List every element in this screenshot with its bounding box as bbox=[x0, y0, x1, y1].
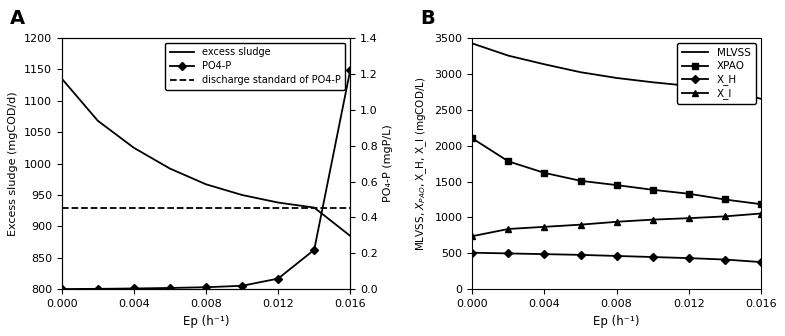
Line: XPAO: XPAO bbox=[469, 135, 765, 208]
XPAO bbox=[504, 159, 513, 163]
X_H bbox=[468, 251, 477, 255]
X_H bbox=[540, 252, 549, 256]
X_H bbox=[648, 255, 657, 259]
X_I bbox=[684, 216, 693, 220]
Y-axis label: PO₄-P (mgP/L): PO₄-P (mgP/L) bbox=[383, 125, 393, 202]
Text: A: A bbox=[9, 9, 25, 28]
Y-axis label: MLVSS, $X_{PAO}$, X_H, X_I (mgCOD/L): MLVSS, $X_{PAO}$, X_H, X_I (mgCOD/L) bbox=[414, 76, 429, 251]
X_I bbox=[648, 218, 657, 222]
XPAO bbox=[540, 171, 549, 175]
X_H bbox=[504, 251, 513, 255]
X_H bbox=[612, 254, 621, 258]
X_I bbox=[468, 234, 477, 238]
X_H bbox=[684, 256, 693, 260]
MLVSS bbox=[504, 54, 513, 58]
Line: X_I: X_I bbox=[469, 210, 765, 240]
X_H bbox=[720, 257, 729, 261]
X_I bbox=[756, 211, 765, 215]
X_I bbox=[576, 223, 586, 227]
Legend: MLVSS, XPAO, X_H, X_I: MLVSS, XPAO, X_H, X_I bbox=[677, 43, 756, 104]
X_I bbox=[504, 227, 513, 231]
Legend: excess sludge, PO4-P, discharge standard of PO4-P: excess sludge, PO4-P, discharge standard… bbox=[165, 43, 345, 90]
Text: B: B bbox=[421, 9, 435, 28]
MLVSS bbox=[468, 41, 477, 45]
X_I bbox=[720, 214, 729, 218]
X_I bbox=[612, 220, 621, 224]
X_H bbox=[756, 260, 765, 264]
X-axis label: Ep (h⁻¹): Ep (h⁻¹) bbox=[593, 315, 640, 328]
XPAO bbox=[612, 183, 621, 187]
MLVSS bbox=[648, 80, 657, 84]
MLVSS bbox=[540, 62, 549, 66]
XPAO bbox=[720, 198, 729, 202]
MLVSS bbox=[576, 70, 586, 74]
MLVSS bbox=[756, 97, 765, 101]
Line: MLVSS: MLVSS bbox=[473, 43, 761, 99]
XPAO bbox=[468, 136, 477, 140]
XPAO bbox=[756, 202, 765, 206]
XPAO bbox=[576, 179, 586, 183]
MLVSS bbox=[684, 84, 693, 88]
XPAO bbox=[648, 188, 657, 192]
MLVSS bbox=[612, 76, 621, 80]
X_I bbox=[540, 225, 549, 229]
Y-axis label: Excess sludge (mgCOD/d): Excess sludge (mgCOD/d) bbox=[9, 91, 18, 236]
X_H bbox=[576, 253, 586, 257]
Line: X_H: X_H bbox=[469, 250, 764, 265]
X-axis label: Ep (h⁻¹): Ep (h⁻¹) bbox=[183, 315, 229, 328]
MLVSS bbox=[720, 87, 729, 91]
XPAO bbox=[684, 192, 693, 196]
